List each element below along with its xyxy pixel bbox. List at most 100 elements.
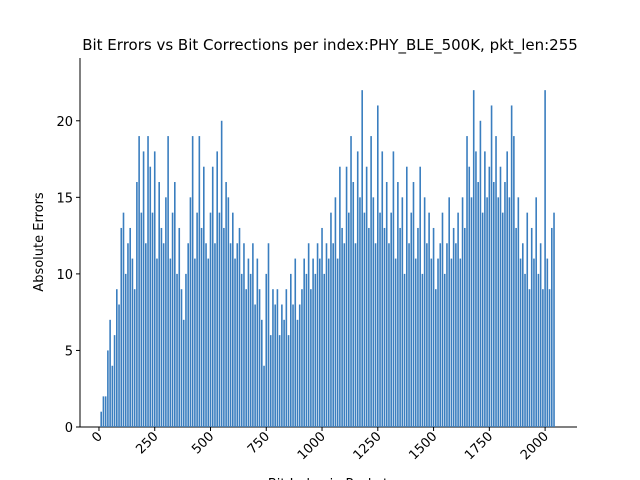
bar: [332, 243, 334, 427]
bar: [510, 105, 513, 428]
bar: [350, 136, 352, 427]
bar: [189, 197, 192, 427]
bar: [448, 197, 450, 427]
bar: [341, 227, 343, 427]
x-tick-label: 0: [89, 429, 105, 445]
bar: [281, 304, 283, 427]
bar: [238, 227, 241, 427]
bar: [432, 227, 435, 427]
bar: [167, 136, 169, 427]
bar: [252, 243, 254, 427]
bar: [428, 212, 430, 427]
bar: [307, 243, 310, 427]
bar: [129, 227, 131, 427]
bar: [345, 166, 348, 428]
x-tick-label: 1000: [295, 429, 329, 463]
bar: [272, 289, 274, 427]
bar: [546, 258, 549, 427]
bar: [486, 197, 488, 427]
bar: [256, 258, 259, 427]
bar: [343, 243, 346, 427]
bar: [174, 182, 176, 427]
bar: [390, 212, 392, 427]
bar: [381, 151, 384, 427]
bar: [359, 197, 361, 427]
bar: [524, 273, 526, 427]
bar: [533, 258, 535, 427]
bar: [361, 90, 363, 427]
bar: [254, 304, 256, 427]
bar: [383, 227, 386, 427]
bar: [492, 182, 495, 427]
bar: [414, 258, 417, 427]
bar: [370, 136, 372, 427]
bar: [214, 243, 216, 427]
bar: [236, 243, 239, 427]
bar: [321, 227, 323, 427]
x-axis-label: Bit Index in Packet: [268, 477, 388, 480]
x-tick-label: 1750: [462, 429, 496, 463]
bar: [261, 319, 263, 427]
bar: [521, 243, 524, 427]
bar: [216, 151, 218, 427]
bar: [203, 166, 205, 428]
bar: [138, 136, 140, 427]
bar: [151, 212, 154, 427]
bar: [285, 289, 288, 427]
bar: [339, 166, 341, 428]
bar: [100, 411, 102, 427]
bar: [455, 243, 457, 427]
bar: [394, 258, 397, 427]
bar: [412, 182, 415, 427]
bar: [182, 319, 185, 427]
bar: [354, 243, 357, 427]
bar: [263, 365, 265, 427]
bar: [506, 151, 508, 427]
bar: [258, 289, 261, 427]
bar: [116, 289, 118, 427]
bar: [267, 243, 270, 427]
bar: [537, 273, 540, 427]
bar: [372, 197, 375, 427]
bar: [363, 212, 366, 427]
bar: [156, 258, 158, 427]
y-axis-label: Absolute Errors: [32, 192, 47, 292]
bar: [283, 319, 285, 427]
bar: [410, 212, 413, 427]
bar: [437, 258, 439, 427]
bar: [171, 212, 174, 427]
bar: [229, 243, 232, 427]
bar: [187, 243, 189, 427]
bar: [207, 258, 210, 427]
bar: [526, 212, 529, 427]
x-tick-label: 750: [245, 429, 273, 457]
bar: [178, 227, 181, 427]
chart-title: Bit Errors vs Bit Corrections per index:…: [82, 36, 578, 55]
bar: [365, 166, 368, 428]
bar: [124, 273, 127, 427]
bar: [528, 289, 531, 427]
bar: [519, 258, 522, 427]
bar: [274, 304, 276, 427]
bar: [209, 212, 212, 427]
bar: [158, 182, 160, 427]
bar: [276, 289, 279, 427]
bar: [107, 350, 109, 427]
bar: [392, 151, 395, 427]
bar: [535, 197, 537, 427]
bar: [196, 212, 198, 427]
bar: [490, 105, 493, 428]
bar: [544, 90, 546, 427]
bar: [481, 212, 484, 427]
bar: [417, 227, 419, 427]
bar: [374, 243, 377, 427]
bar: [290, 273, 292, 427]
bar: [550, 227, 553, 427]
bar: [269, 335, 272, 427]
bar: [421, 273, 424, 427]
bar: [136, 182, 138, 427]
x-tick-label: 250: [133, 429, 161, 457]
x-tick-label: 500: [189, 429, 217, 457]
